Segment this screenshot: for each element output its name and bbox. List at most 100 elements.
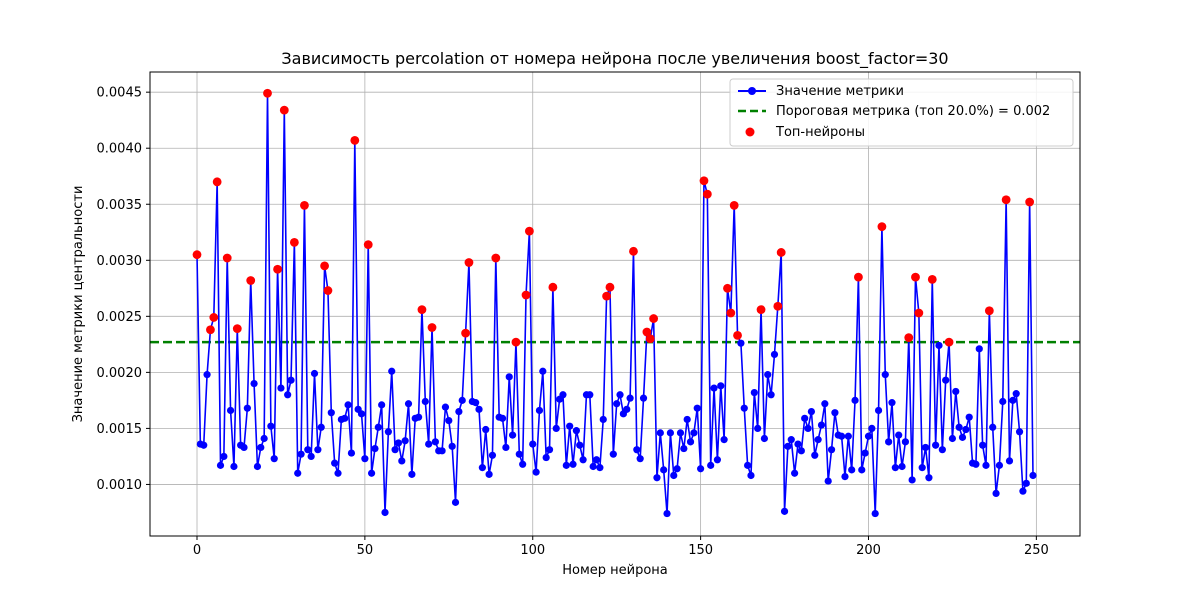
metric-point [639,394,648,402]
metric-point [670,471,678,480]
metric-point [314,446,322,454]
metric-point [683,415,691,424]
metric-point [744,461,752,469]
x-tick-label: 250 [1024,543,1049,558]
metric-point [498,414,507,422]
top-neuron-point [726,308,736,318]
metric-point [623,405,631,413]
metric-point [848,466,856,474]
x-axis-label: Номер нейрона [562,563,668,578]
metric-point [972,460,980,468]
metric-point [347,449,356,457]
metric-point [1009,396,1017,404]
metric-point [572,427,580,435]
metric-point [633,446,641,454]
metric-point [995,461,1004,469]
metric-point [357,410,366,418]
metric-point [569,460,577,468]
metric-point [690,429,698,437]
metric-point [737,339,745,347]
metric-point [505,373,513,381]
metric-point [529,440,537,448]
y-tick-label: 0.0015 [97,422,143,437]
legend-label-top: Топ-нейроны [775,125,865,140]
metric-point [200,441,208,449]
metric-point [589,462,597,471]
metric-point [811,451,819,459]
metric-point [367,469,376,477]
metric-point [804,424,812,433]
metric-point [710,384,718,392]
metric-point [999,397,1007,406]
top-neuron-point [350,135,360,145]
metric-point [361,455,369,463]
top-neuron-point [461,328,470,338]
metric-point [327,409,335,417]
top-neuron-point [927,274,937,284]
metric-point [952,387,960,396]
metric-point [868,424,876,433]
metric-point [294,469,302,477]
metric-point [216,461,225,469]
x-tick-label: 50 [357,543,374,558]
metric-point [592,456,601,464]
metric-point [566,422,574,430]
metric-point [992,489,1000,498]
metric-point [844,432,852,440]
metric-point [921,443,930,452]
y-ticks: 0.0010 0.0015 0.0020 0.0025 0.0030 0.0035 0.00… [97,86,150,493]
metric-point [784,442,792,450]
top-neuron-point [602,291,612,301]
metric-point [344,401,352,409]
metric-point [425,440,433,448]
metric-point [932,441,940,449]
metric-point [693,404,701,412]
top-neuron-point [289,237,299,247]
top-neuron-point [320,261,329,271]
top-neuron-point [642,327,652,337]
metric-point [653,474,661,482]
top-neuron-point [649,314,659,323]
top-neuron-point [773,301,783,311]
legend-scatter-sample [745,127,755,137]
metric-point [801,414,809,422]
legend-box [729,78,1074,147]
top-neuron-point [1025,197,1035,207]
metric-point [431,438,439,446]
metric-point [666,429,674,437]
metric-point [885,438,893,446]
metric-point [807,407,816,416]
top-neuron-point [246,276,256,285]
metric-point [596,464,604,472]
metric-point [780,507,789,515]
metric-point [656,429,664,437]
metric-point [482,425,490,434]
x-tick-label: 0 [193,543,201,558]
top-neuron-point [491,253,501,263]
metric-point [754,424,762,433]
metric-point [938,446,946,454]
metric-point [965,413,973,421]
metric-point [267,422,275,430]
top-neuron-point [427,323,437,332]
metric-point [918,464,926,472]
metric-point [371,444,379,453]
metric-point [794,440,802,448]
metric-point [398,457,406,465]
metric-point [250,379,258,388]
metric-point [297,450,305,458]
y-tick-label: 0.0030 [97,254,143,269]
metric-point [502,443,510,452]
chart-title: Зависимость percolation от номера нейрон… [281,49,948,69]
top-neuron-point [206,325,215,335]
top-neuron-point [723,283,732,293]
top-neuron-point [524,226,534,236]
metric-point [1029,471,1037,480]
top-neuron-point [914,308,924,318]
top-neuron-point [1001,195,1011,205]
metric-point [821,400,829,408]
top-neurons-layer [192,88,1035,347]
legend-line-marker [748,87,756,95]
top-neuron-point [521,290,531,300]
top-neuron-point [699,176,709,186]
